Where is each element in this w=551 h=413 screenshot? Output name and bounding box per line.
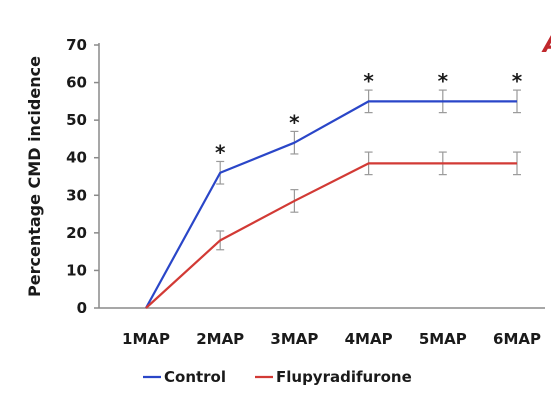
y-tick-label: 30 [66,186,87,204]
y-tick-label: 50 [66,111,87,129]
y-tick-label: 0 [77,299,87,317]
x-tick-label: 2MAP [196,330,244,348]
significance-star: * [215,140,226,164]
legend-label-control: Control [164,368,226,386]
labels: 0 10 20 30 40 50 60 70 1MAP 2MAP 3MAP 4MAP 5MAP 6MAP P… [25,30,551,348]
panel-letter: A [541,30,551,58]
series-line-flupyradifurone [145,162,517,309]
significance-star: * [512,69,523,93]
y-tick-label: 70 [66,36,87,54]
significance-star: * [438,69,449,93]
legend-label-flupyradifurone: Flupyradifurone [276,368,412,386]
y-tick-label: 20 [66,224,87,242]
y-axis-title: Percentage CMD incidence [25,56,44,297]
axes [94,43,545,309]
significance-star: * [363,69,374,93]
y-tick-label: 10 [66,261,87,279]
x-tick-label: 5MAP [419,330,467,348]
x-tick-label: 3MAP [270,330,318,348]
y-tick-label: 40 [66,149,87,167]
series-line-control [145,100,517,309]
x-tick-label: 6MAP [493,330,541,348]
x-tick-label: 1MAP [122,330,170,348]
series-lines [145,100,517,309]
error-bars [216,89,521,251]
significance-star: * [289,110,300,134]
x-tick-label: 4MAP [345,330,393,348]
legend: Control Flupyradifurone [143,368,412,386]
y-tick-label: 60 [66,74,87,92]
significance-markers: * * * * * [215,69,523,164]
